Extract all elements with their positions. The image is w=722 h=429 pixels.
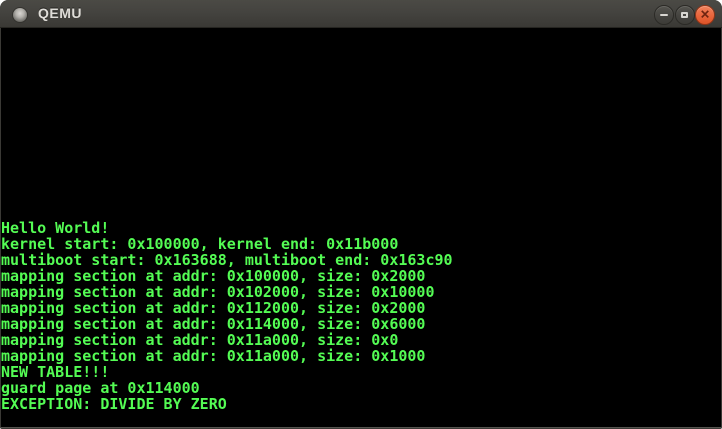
close-button[interactable]: ✕ bbox=[695, 5, 715, 25]
console-line: mapping section at addr: 0x100000, size:… bbox=[1, 267, 426, 285]
console-line: Hello World! bbox=[1, 219, 110, 237]
qemu-app-icon bbox=[13, 8, 27, 22]
console-line: guard page at 0x114000 bbox=[1, 379, 200, 397]
qemu-display[interactable]: Hello World! kernel start: 0x100000, kern… bbox=[1, 28, 721, 428]
minimize-button[interactable] bbox=[654, 5, 674, 25]
close-icon: ✕ bbox=[699, 7, 711, 22]
maximize-icon bbox=[681, 12, 688, 18]
console-line: mapping section at addr: 0x11a000, size:… bbox=[1, 331, 399, 349]
titlebar[interactable]: QEMU ✕ bbox=[0, 0, 722, 28]
window-title: QEMU bbox=[38, 5, 82, 21]
console-line: mapping section at addr: 0x114000, size:… bbox=[1, 315, 426, 333]
console-line: mapping section at addr: 0x102000, size:… bbox=[1, 283, 435, 301]
console-line: kernel start: 0x100000, kernel end: 0x11… bbox=[1, 235, 399, 253]
window-controls: ✕ bbox=[654, 5, 715, 25]
console-line: mapping section at addr: 0x11a000, size:… bbox=[1, 347, 426, 365]
minimize-icon bbox=[660, 14, 668, 16]
console-line: NEW TABLE!!! bbox=[1, 363, 110, 381]
console-line: EXCEPTION: DIVIDE BY ZERO bbox=[1, 395, 227, 413]
maximize-button[interactable] bbox=[674, 5, 695, 25]
console-output: Hello World! kernel start: 0x100000, kern… bbox=[1, 28, 721, 412]
console-line: multiboot start: 0x163688, multiboot end… bbox=[1, 251, 453, 269]
console-line: mapping section at addr: 0x112000, size:… bbox=[1, 299, 426, 317]
